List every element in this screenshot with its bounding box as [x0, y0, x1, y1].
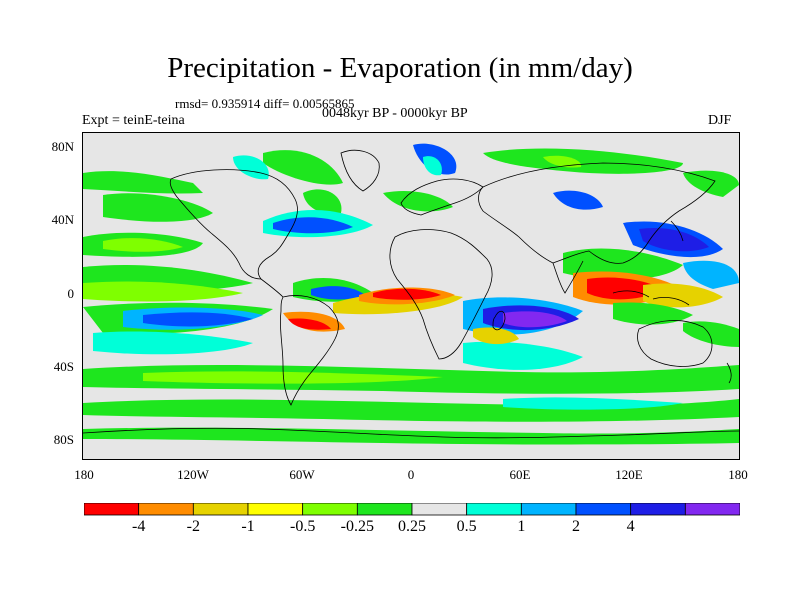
field-patch	[288, 318, 331, 330]
colorbar-swatch	[684, 503, 740, 516]
colorbar-swatch	[520, 503, 577, 516]
field-patch	[373, 288, 441, 300]
x-tick-label: 180	[728, 467, 748, 482]
colorbar-swatch	[247, 503, 304, 516]
coastline-japan	[670, 220, 684, 242]
x-tick-label: 0	[407, 467, 415, 482]
field-patch	[233, 155, 269, 180]
colorbar-swatch	[192, 503, 249, 516]
field-patch	[483, 148, 683, 174]
coastline-asia	[478, 162, 716, 264]
field-patch	[643, 283, 723, 308]
y-tick-label: 80N	[51, 139, 74, 154]
field-patch	[83, 399, 739, 422]
map-canvas	[83, 133, 739, 459]
field-patch	[543, 155, 582, 168]
experiment-label: Expt = teinE-teina	[82, 113, 185, 128]
colorbar-label: -2	[186, 518, 200, 535]
x-tick-label: 120E	[615, 467, 643, 482]
field-patch	[683, 321, 739, 347]
colorbar-label: 0.5	[456, 518, 477, 535]
colorbar-swatch	[630, 503, 686, 516]
x-tick-label: 60E	[509, 467, 531, 482]
colorbar-label: 2	[572, 518, 580, 535]
colorbar-swatch	[466, 503, 522, 516]
x-tick-label: 120W	[177, 467, 209, 482]
field-patch	[639, 227, 709, 252]
colorbar-swatch	[411, 503, 468, 516]
period-label: 0048kyr BP - 0000kyr BP	[322, 106, 468, 121]
coastline-africa	[389, 229, 493, 360]
colorbar-swatch	[356, 503, 413, 516]
coastline-new-zealand	[726, 362, 732, 384]
field-patch	[503, 311, 567, 328]
field-contours	[83, 143, 739, 445]
colorbar-label: -0.25	[340, 518, 374, 535]
x-tick-label: 60W	[289, 467, 315, 482]
season-label: DJF	[708, 113, 732, 128]
field-patch	[263, 150, 343, 185]
field-patch	[83, 171, 203, 194]
coastline-central-america	[260, 278, 284, 298]
colorbar-label: 1	[517, 518, 526, 535]
field-patch	[463, 341, 583, 370]
field-patch	[473, 327, 519, 345]
y-tick-label: 80S	[53, 432, 74, 447]
coastline-antarctica	[83, 427, 739, 439]
y-tick-label: 0	[67, 286, 75, 301]
coastlines	[83, 149, 739, 439]
field-patch	[303, 189, 342, 214]
x-tick-label: 180	[74, 467, 94, 482]
field-patch	[273, 217, 353, 234]
field-patch	[423, 156, 442, 176]
colorbar-swatch	[575, 503, 632, 516]
field-patch	[683, 260, 739, 289]
coastline-europe	[400, 178, 484, 216]
field-patch	[143, 371, 443, 384]
coastline-greenland	[340, 149, 380, 192]
y-tick-label: 40S	[53, 359, 74, 374]
field-patch	[103, 238, 183, 252]
colorbar-label: -1	[241, 518, 255, 535]
colorbar-swatch	[84, 503, 140, 516]
colorbar-label: -0.5	[289, 518, 316, 535]
coastline-north-america	[169, 169, 298, 280]
colorbar	[84, 503, 740, 516]
colorbar-swatch	[302, 503, 358, 516]
map-plot	[82, 132, 740, 460]
y-tick-label: 40N	[51, 212, 74, 227]
field-patch	[93, 331, 253, 355]
coastline-india	[552, 260, 584, 294]
field-patch	[683, 170, 739, 197]
field-patch	[503, 397, 683, 410]
chart-title: Precipitation - Evaporation (in mm/day)	[167, 52, 633, 84]
colorbar-label: 4	[626, 518, 635, 535]
field-patch	[103, 193, 213, 222]
field-patch	[143, 312, 253, 327]
colorbar-label: -4	[131, 518, 146, 535]
field-patch	[383, 190, 453, 212]
field-patch	[553, 190, 603, 210]
colorbar-swatch	[138, 503, 194, 516]
coastline-indonesia	[612, 290, 690, 306]
coastline-south-america	[280, 295, 339, 406]
field-patch	[311, 286, 365, 300]
colorbar-label: 0.25	[398, 518, 426, 535]
stats-text: rmsd= 0.935914 diff= 0.00565865	[175, 96, 355, 111]
coastline-madagascar	[492, 310, 506, 331]
field-patch	[613, 302, 693, 325]
field-patch	[83, 281, 243, 302]
coastline-australia	[637, 320, 713, 367]
